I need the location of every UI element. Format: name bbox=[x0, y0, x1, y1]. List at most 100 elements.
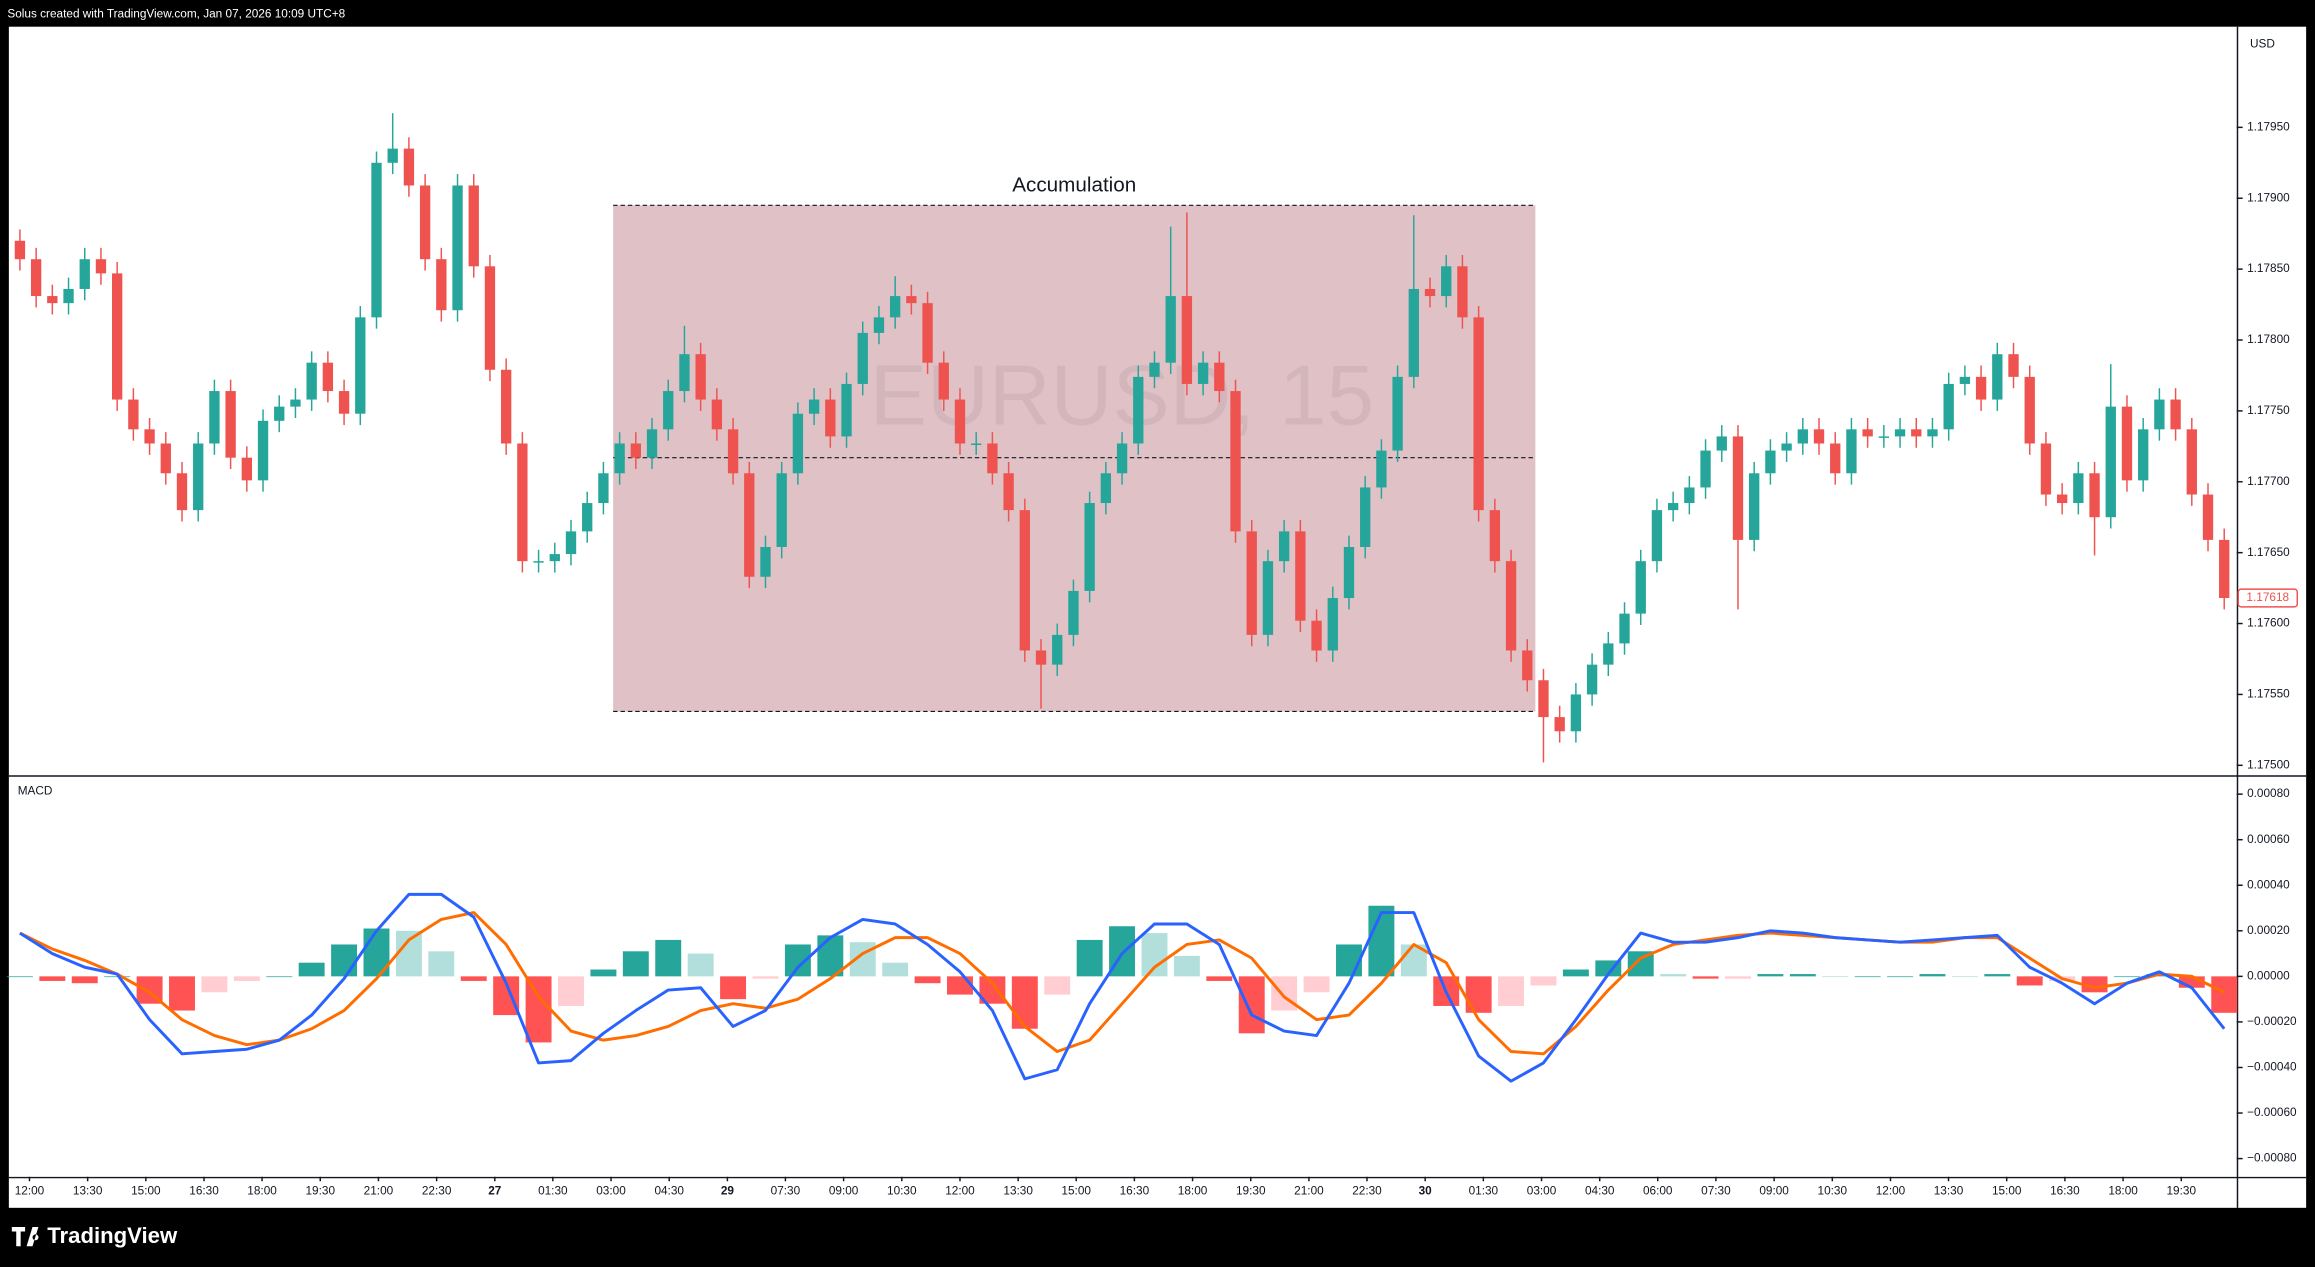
candle-body bbox=[1716, 436, 1727, 451]
histogram-bar bbox=[590, 969, 617, 977]
x-tick-label: 22:30 bbox=[422, 1184, 452, 1198]
logo-icon bbox=[11, 1227, 39, 1247]
histogram-bar bbox=[687, 953, 714, 977]
candle-body bbox=[2202, 494, 2214, 540]
y-tick-label: 0.00020 bbox=[2247, 923, 2290, 937]
candle-body bbox=[582, 503, 593, 532]
x-tick-label: 01:30 bbox=[538, 1184, 568, 1198]
x-tick-label: 13:30 bbox=[73, 1184, 103, 1198]
candle-body bbox=[419, 185, 431, 260]
candle-body bbox=[1019, 510, 1030, 651]
histogram-bar bbox=[817, 935, 844, 977]
candle-body bbox=[306, 362, 317, 400]
y-tick-label: 0.00080 bbox=[2247, 786, 2290, 800]
x-tick-label: 15:00 bbox=[1061, 1184, 1091, 1198]
candle-body bbox=[1732, 436, 1744, 540]
candle-body bbox=[1003, 473, 1014, 511]
histogram-bar bbox=[1660, 974, 1687, 977]
candle-body bbox=[1149, 362, 1160, 377]
candle-body bbox=[79, 259, 90, 289]
candle-body bbox=[727, 429, 739, 474]
candle-body bbox=[1457, 266, 1468, 318]
histogram-bar bbox=[1271, 976, 1298, 1011]
candle-body bbox=[1603, 643, 1614, 665]
x-tick-label: 27 bbox=[488, 1184, 502, 1198]
candle-body bbox=[695, 354, 706, 400]
candle-body bbox=[857, 332, 868, 384]
candle-body bbox=[1943, 383, 1954, 430]
candle-body bbox=[1343, 546, 1355, 599]
candle-body bbox=[128, 399, 139, 430]
candle-body bbox=[1473, 317, 1484, 511]
macd-pane bbox=[6, 892, 2238, 1083]
x-tick-label: 12:00 bbox=[15, 1184, 45, 1198]
candle-body bbox=[30, 259, 42, 297]
candle-body bbox=[47, 296, 58, 304]
candle-body bbox=[1651, 510, 1663, 562]
candle-body bbox=[971, 443, 982, 445]
candle-body bbox=[144, 429, 155, 444]
x-tick-label: 22:30 bbox=[1352, 1184, 1382, 1198]
x-tick-label: 04:30 bbox=[654, 1184, 684, 1198]
histogram-bar bbox=[2016, 976, 2043, 986]
candle-body bbox=[1068, 590, 1079, 635]
candle-body bbox=[954, 399, 966, 444]
candle-body bbox=[1700, 450, 1711, 488]
candle-body bbox=[533, 561, 544, 563]
histogram-bar bbox=[622, 951, 649, 977]
x-tick-label: 19:30 bbox=[2167, 1184, 2197, 1198]
candle-body bbox=[517, 443, 528, 562]
candle-body bbox=[387, 148, 398, 163]
histogram-bar bbox=[460, 976, 487, 981]
x-tick-label: 09:00 bbox=[829, 1184, 859, 1198]
histogram-bar bbox=[298, 962, 325, 977]
y-tick-label: 1.17700 bbox=[2247, 474, 2290, 488]
histogram-bar bbox=[266, 976, 293, 978]
candle-body bbox=[468, 185, 479, 267]
candle-body bbox=[1181, 296, 1193, 384]
candle-body bbox=[2056, 494, 2068, 504]
y-tick-label: 0.00000 bbox=[2247, 968, 2290, 982]
x-tick-label: 16:30 bbox=[2050, 1184, 2080, 1198]
candle-body bbox=[1489, 510, 1501, 562]
candle-body bbox=[565, 531, 577, 555]
candle-body bbox=[2170, 399, 2181, 430]
candle-body bbox=[1878, 436, 1890, 438]
x-tick-label: 06:00 bbox=[1643, 1184, 1673, 1198]
x-tick-label: 03:00 bbox=[596, 1184, 626, 1198]
candle-body bbox=[290, 399, 301, 407]
candle-body bbox=[1246, 531, 1257, 635]
zone-label: Accumulation bbox=[1012, 174, 1136, 197]
candle-body bbox=[14, 240, 26, 260]
candle-body bbox=[160, 443, 171, 474]
macd-line bbox=[19, 892, 2226, 1083]
candle-body bbox=[1197, 362, 1209, 384]
x-tick-label: 03:00 bbox=[1527, 1184, 1557, 1198]
candle-body bbox=[889, 296, 901, 318]
candle-body bbox=[1554, 717, 1565, 732]
candle-body bbox=[436, 259, 447, 311]
histogram-bar bbox=[1465, 976, 1492, 1013]
candle-body bbox=[987, 443, 998, 474]
x-tick-label: 10:30 bbox=[887, 1184, 917, 1198]
histogram-bar bbox=[558, 976, 584, 1006]
candle-body bbox=[1295, 531, 1306, 621]
y-tick-label: 1.17650 bbox=[2247, 545, 2290, 559]
candle-body bbox=[1327, 598, 1338, 651]
histogram-bar bbox=[914, 976, 941, 984]
candle-body bbox=[1911, 429, 1922, 437]
y-tick-label: 1.17550 bbox=[2247, 687, 2290, 701]
candle-body bbox=[1262, 561, 1274, 635]
candle-body bbox=[2154, 399, 2165, 430]
candle-body bbox=[614, 443, 625, 474]
x-tick-label: 21:00 bbox=[364, 1184, 394, 1198]
histogram-bar bbox=[201, 976, 228, 993]
y-tick-label: 0.00040 bbox=[2247, 877, 2290, 891]
candle-body bbox=[1975, 376, 1987, 400]
x-tick-label: 07:30 bbox=[1701, 1184, 1731, 1198]
histogram-bar bbox=[720, 976, 747, 1000]
candle-body bbox=[2121, 406, 2133, 481]
candle-body bbox=[630, 443, 641, 458]
candle-body bbox=[225, 391, 236, 458]
